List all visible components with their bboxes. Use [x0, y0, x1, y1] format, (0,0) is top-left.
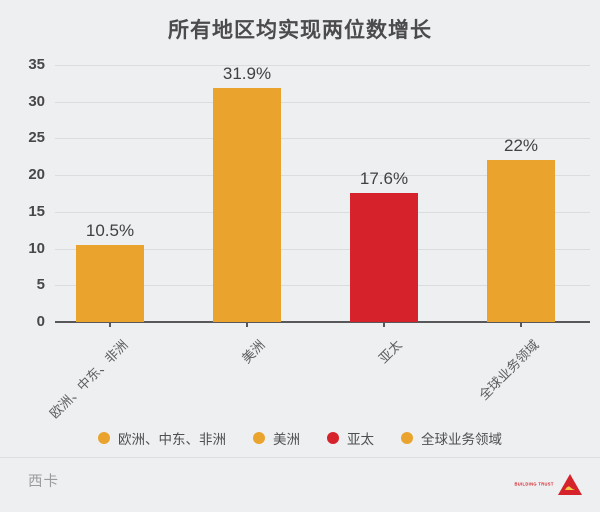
y-axis-tick-label: 10	[28, 239, 45, 257]
legend-dot-icon	[327, 432, 339, 444]
gridline	[55, 138, 590, 140]
y-axis-tick-label: 35	[28, 56, 45, 73]
brand-tagline: BUILDING TRUST	[514, 482, 554, 487]
sika-triangle-icon	[558, 474, 582, 495]
x-category-label: 美洲	[238, 337, 268, 367]
x-axis-line	[55, 321, 590, 323]
y-axis-tick-label: 5	[36, 276, 45, 294]
legend-item-label: 全球业务领域	[421, 432, 502, 447]
chart-title: 所有地区均实现两位数增长	[168, 19, 432, 42]
brand-logo: BUILDING TRUST	[496, 474, 582, 495]
y-axis-tick-label: 0	[36, 313, 45, 330]
gridline	[55, 65, 590, 66]
gridline	[55, 211, 590, 213]
legend-dot-icon	[98, 432, 110, 444]
bar-value-label: 17.6%	[359, 168, 409, 188]
gridline	[55, 175, 590, 177]
gridline	[55, 101, 590, 103]
footer-divider	[0, 457, 600, 458]
legend-item-2: 美洲	[253, 428, 300, 448]
bar-value-label: 31.9%	[222, 63, 272, 83]
legend-dot-icon	[401, 432, 413, 444]
y-axis-tick-label: 15	[28, 202, 45, 220]
x-axis-tick	[246, 322, 248, 327]
source-label: 西卡	[28, 474, 59, 490]
gridline	[55, 248, 590, 250]
bar-2	[213, 87, 281, 322]
x-category-label: 欧洲、中东、非洲	[46, 337, 131, 422]
x-axis-tick	[109, 322, 111, 327]
y-axis-tick-label: 20	[28, 166, 45, 184]
bar-1	[76, 244, 144, 322]
y-axis-tick-label: 25	[28, 129, 45, 147]
x-axis-tick	[520, 322, 522, 327]
x-category-label: 亚太	[375, 337, 405, 367]
bar-value-label: 22%	[503, 136, 539, 156]
legend: 欧洲、中东、非洲 美洲 亚太 全球业务领域	[0, 428, 600, 448]
bar-4	[487, 160, 555, 322]
x-axis-tick	[383, 322, 385, 327]
x-category-label: 全球业务领域	[475, 337, 542, 403]
legend-item-4: 全球业务领域	[401, 428, 502, 448]
legend-item-label: 欧洲、中东、非洲	[118, 432, 226, 447]
bar-value-label: 10.5%	[85, 220, 135, 240]
gridline	[55, 285, 590, 287]
legend-item-3: 亚太	[327, 428, 374, 448]
legend-item-1: 欧洲、中东、非洲	[98, 428, 226, 448]
legend-dot-icon	[253, 432, 265, 444]
bar-3	[350, 192, 418, 322]
y-axis-tick-label: 30	[28, 92, 45, 110]
legend-item-label: 亚太	[347, 432, 374, 447]
legend-item-label: 美洲	[273, 432, 300, 447]
